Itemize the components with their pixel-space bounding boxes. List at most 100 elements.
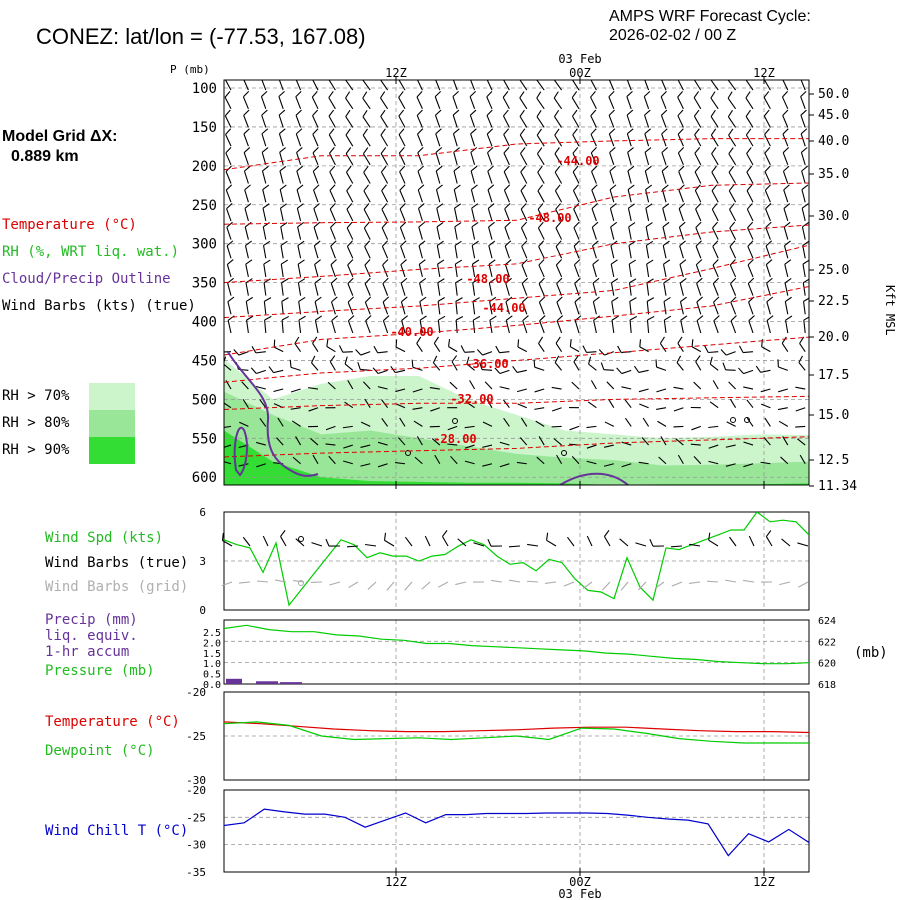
wind-barb-true xyxy=(262,535,269,547)
wind-barb-grid xyxy=(526,580,539,583)
wind-barb xyxy=(325,425,336,431)
wind-barb xyxy=(728,184,737,203)
pressure-tick-label: 600 xyxy=(192,470,217,486)
wind-barb xyxy=(489,296,497,315)
wind-barb xyxy=(295,128,303,147)
wind-barb xyxy=(362,147,371,166)
wind-barb-grid xyxy=(491,579,503,583)
wind-barb xyxy=(536,91,545,110)
wind-spd-tick: 6 xyxy=(199,506,206,519)
wind-barb xyxy=(690,443,701,446)
wind-barb xyxy=(695,259,703,278)
kft-tick-label: 20.0 xyxy=(818,330,849,345)
wind-barb xyxy=(799,454,806,465)
time-label-top: 00Z xyxy=(569,66,591,80)
precip-tick: 0.0 xyxy=(203,680,221,691)
wind-barb xyxy=(429,386,440,390)
wind-barb xyxy=(418,259,426,278)
wind-barb xyxy=(294,336,302,352)
wind-barb xyxy=(417,146,424,166)
wind-barb xyxy=(730,315,737,334)
wind-barb xyxy=(243,147,251,166)
wind-barb xyxy=(695,240,702,259)
label-dewpoint: Dewpoint (°C) xyxy=(45,743,155,759)
wind-barb xyxy=(673,407,684,412)
wind-barb xyxy=(551,386,562,390)
wind-barb xyxy=(469,90,477,109)
wind-barb xyxy=(278,90,285,109)
wind-barb xyxy=(449,381,458,390)
wind-barb xyxy=(342,425,353,429)
wind-barb xyxy=(454,222,462,240)
label-temperature: Temperature (°C) xyxy=(45,714,180,730)
wind-barb xyxy=(571,91,580,110)
wind-barb xyxy=(377,386,388,390)
wind-barb xyxy=(400,296,408,315)
wind-barb xyxy=(763,437,771,446)
wind-barb xyxy=(586,460,597,465)
dewpoint-line xyxy=(224,721,809,744)
wind-barb xyxy=(312,165,320,184)
wind-barb xyxy=(314,277,322,296)
wind-barb xyxy=(645,222,653,240)
wind-barb xyxy=(627,184,635,203)
wind-barb xyxy=(488,259,496,278)
wind-barb-grid xyxy=(602,581,611,591)
wind-barb xyxy=(471,222,479,240)
wind-barb xyxy=(225,128,232,147)
wind-barb xyxy=(261,128,269,147)
wind-barb xyxy=(645,184,653,203)
wind-barb xyxy=(419,315,427,334)
wind-barb xyxy=(264,315,272,334)
wind-barb xyxy=(296,203,304,222)
wind-barb xyxy=(280,222,288,240)
wind-barb xyxy=(430,407,440,412)
wind-barb xyxy=(677,146,685,166)
kft-tick-label: 45.0 xyxy=(818,108,849,123)
wind-barb-true xyxy=(603,530,611,547)
wind-barb xyxy=(328,109,336,128)
temp-tick: -30 xyxy=(186,774,206,787)
wind-barb xyxy=(486,90,493,110)
wind-barb xyxy=(679,296,687,315)
wind-barb xyxy=(554,184,563,203)
wind-barb xyxy=(747,221,754,240)
wind-barb xyxy=(436,240,444,259)
wind-barb xyxy=(764,417,771,427)
wind-barb xyxy=(381,417,389,427)
wind-barb xyxy=(495,345,510,354)
wind-barb xyxy=(245,259,253,278)
wind-barb xyxy=(416,336,423,352)
wind-barb xyxy=(312,454,319,465)
wind-barb xyxy=(695,203,702,222)
wind-barb xyxy=(312,109,319,128)
wind-barb-true xyxy=(295,538,305,547)
wind-barb xyxy=(312,128,319,147)
wind-barb xyxy=(312,146,319,166)
wind-barb xyxy=(533,359,545,371)
wind-barb xyxy=(696,296,703,315)
wind-barb xyxy=(517,339,528,353)
wind-barb xyxy=(453,147,461,165)
wind-barb xyxy=(487,147,494,166)
wind-barb xyxy=(536,456,545,465)
wind-barb xyxy=(417,203,425,222)
wind-barb xyxy=(616,367,632,375)
wind-spd-tick: 3 xyxy=(199,555,206,568)
wind-barb xyxy=(728,128,737,147)
wind-barb xyxy=(290,388,301,393)
wind-barb xyxy=(696,277,703,296)
wind-barb xyxy=(226,203,233,222)
wind-barb xyxy=(486,109,493,128)
wind-barb xyxy=(521,277,529,296)
wind-barb xyxy=(437,297,445,315)
wind-barb xyxy=(227,296,235,315)
wind-barb xyxy=(677,90,684,110)
wind-barb xyxy=(747,240,754,259)
wind-barb xyxy=(629,297,637,315)
wind-barb xyxy=(520,184,528,203)
wind-barb xyxy=(569,425,580,431)
wind-barb xyxy=(503,165,510,184)
wind-barb xyxy=(311,355,319,371)
wind-barb xyxy=(657,420,667,427)
